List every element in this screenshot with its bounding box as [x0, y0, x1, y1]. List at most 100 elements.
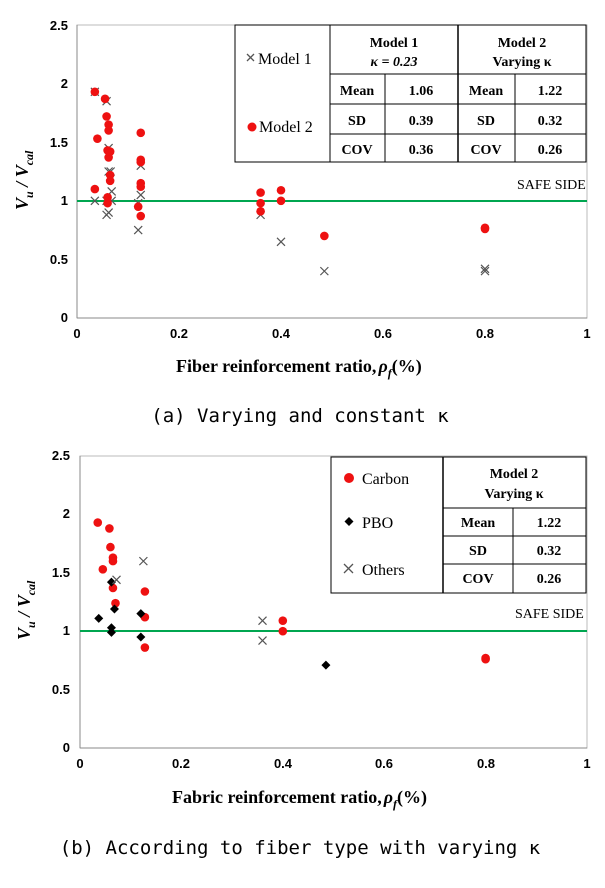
chart-b-legend-table: Carbon PBO Others Model 2 Varying κ Mean…: [330, 456, 587, 594]
chart-b-table-cell: 0.32: [537, 544, 562, 559]
chart-a-point-model-2: [90, 184, 100, 194]
chart-a-point-model-2: [105, 176, 115, 186]
chart-b-y-axis-title: Vu / Vcal: [14, 580, 38, 640]
chart-b-table-row-label: Mean: [461, 516, 495, 531]
chart-b-ytick-label: 0: [63, 740, 70, 755]
chart-b-point-carbon: [278, 626, 288, 636]
chart-a-point-model-2: [256, 188, 265, 197]
chart-b-legend-label: PBO: [362, 515, 393, 532]
chart-a-point-model-2: [100, 94, 110, 104]
chart-a-table-cell: 1.06: [409, 84, 434, 99]
chart-b-xlabel-text: Fabric reinforcement ratio,: [172, 787, 382, 807]
chart-a-xtick-label: 0.2: [170, 326, 188, 341]
chart-b-ylabel-sub2: cal: [24, 580, 38, 595]
chart-b-point-carbon: [278, 616, 288, 625]
chart-a-table-cell: 0.39: [409, 114, 434, 129]
chart-a-point-model-2: [276, 196, 286, 206]
chart-a-table-row-label: SD: [348, 114, 366, 129]
chart-b-point-pbo: [136, 609, 146, 619]
chart-a-point-model-2: [133, 202, 143, 211]
chart-a-point-model-2: [104, 126, 113, 135]
chart-a-legend-table: Model 1 Model 2 Model 1 κ = 0.23 Model 2…: [234, 24, 587, 163]
chart-b-point-carbon: [140, 643, 150, 652]
chart-b-caption: (b) According to fiber type with varying…: [60, 837, 541, 859]
chart-b-table-subheader: Varying κ: [485, 487, 544, 502]
chart-b-point-others: [138, 556, 148, 566]
chart-a-ytick-label: 1: [61, 193, 68, 208]
chart-b-legend-label: Carbon: [362, 471, 409, 488]
chart-b-point-carbon: [98, 564, 108, 574]
chart-b-legend-diamond-marker: [344, 517, 354, 526]
chart-b-legend-label: Others: [362, 562, 405, 579]
chart-a-xtick-label: 1: [583, 326, 590, 341]
chart-a-point-model-1: [480, 264, 490, 274]
chart-a-point-model-2: [480, 224, 490, 234]
chart-a-table-header: Model 1: [370, 36, 419, 51]
chart-b-ylabel-div: / V: [14, 593, 34, 621]
chart-a-xtick-label: 0: [73, 326, 80, 341]
chart-a-point-model-1: [133, 225, 143, 235]
chart-b-marks: [93, 518, 490, 670]
chart-b-ylabel-sub1: u: [24, 621, 38, 628]
chart-b-ytick-label: 2: [63, 506, 70, 521]
chart-b-xlabel-sub: f: [393, 797, 398, 811]
chart-b-ytick-label: 2.5: [52, 448, 70, 463]
chart-b-table-row-label: SD: [469, 544, 487, 559]
chart-a-table-cell: 0.26: [538, 143, 563, 158]
chart-b: SAFE SIDE 0 0.5 1 1.5 2 2.5 0 0.2 0.4 0.…: [14, 448, 591, 859]
chart-b-point-pbo: [106, 627, 116, 637]
chart-b-point-carbon: [93, 518, 103, 527]
chart-a-point-model-2: [136, 157, 146, 167]
chart-b-legend-circle-marker: [344, 473, 354, 483]
chart-b-point-pbo: [109, 604, 119, 614]
chart-a-table-row-label: COV: [470, 143, 501, 158]
chart-a-x-axis-title: Fiber reinforcement ratio, ρf(%): [176, 356, 422, 380]
chart-a-point-model-1: [480, 266, 490, 276]
chart-a-xlabel-symbol: ρ: [377, 356, 387, 376]
chart-b-table-row-label: COV: [462, 572, 493, 587]
chart-b-point-others: [112, 575, 121, 585]
chart-b-table-cell: 1.22: [537, 516, 562, 531]
chart-a-ylabel-sub1: u: [22, 191, 36, 198]
chart-b-point-others: [258, 636, 267, 645]
chart-a-legend-label: Model 2: [259, 119, 313, 136]
chart-a-legend-x-marker: [246, 53, 255, 62]
chart-b-point-carbon: [108, 556, 118, 566]
chart-b-xlabel-unit: (%): [397, 787, 427, 808]
chart-b-point-others: [258, 616, 267, 626]
chart-a-point-model-2: [136, 211, 146, 221]
chart-a-point-model-1: [136, 190, 146, 200]
chart-a-point-model-1: [90, 196, 100, 206]
chart-a-legend-circle-marker: [247, 122, 257, 132]
chart-a: SAFE SIDE 0 0.5 1 1.5 2 2.5 0 0.2 0.4 0.…: [12, 18, 591, 427]
chart-a-ytick-label: 2: [61, 76, 68, 91]
chart-a-point-model-1: [319, 266, 329, 276]
chart-b-point-pbo: [136, 632, 146, 642]
chart-b-point-carbon: [140, 587, 150, 596]
chart-a-ytick-label: 1.5: [50, 135, 68, 150]
chart-a-xtick-label: 0.6: [374, 326, 392, 341]
chart-a-table-cell: 1.22: [538, 84, 563, 99]
chart-a-point-model-2: [103, 198, 112, 208]
chart-b-table-cell: 0.26: [537, 572, 562, 587]
chart-b-xtick-label: 0.6: [375, 756, 393, 771]
chart-b-point-carbon: [111, 598, 120, 608]
chart-a-xtick-label: 0.8: [476, 326, 494, 341]
chart-a-point-model-2: [105, 147, 115, 156]
chart-a-point-model-2: [102, 112, 111, 121]
chart-b-point-carbon: [481, 654, 490, 664]
chart-a-point-model-1: [104, 208, 114, 217]
chart-a-table-cell: 0.32: [538, 114, 563, 129]
chart-a-point-model-2: [320, 231, 329, 241]
chart-a-xlabel-text: Fiber reinforcement ratio,: [176, 356, 376, 376]
chart-a-xlabel-sub: f: [388, 366, 393, 380]
chart-a-point-model-2: [93, 134, 102, 143]
chart-a-legend-box: [234, 24, 587, 163]
chart-a-point-model-1: [276, 237, 286, 247]
chart-b-point-pbo: [321, 660, 331, 670]
chart-a-ytick-label: 2.5: [50, 18, 68, 33]
chart-a-ylabel-div: / V: [12, 163, 32, 191]
chart-a-ylabel-main: V: [12, 196, 32, 210]
chart-b-xtick-label: 0.4: [274, 756, 293, 771]
